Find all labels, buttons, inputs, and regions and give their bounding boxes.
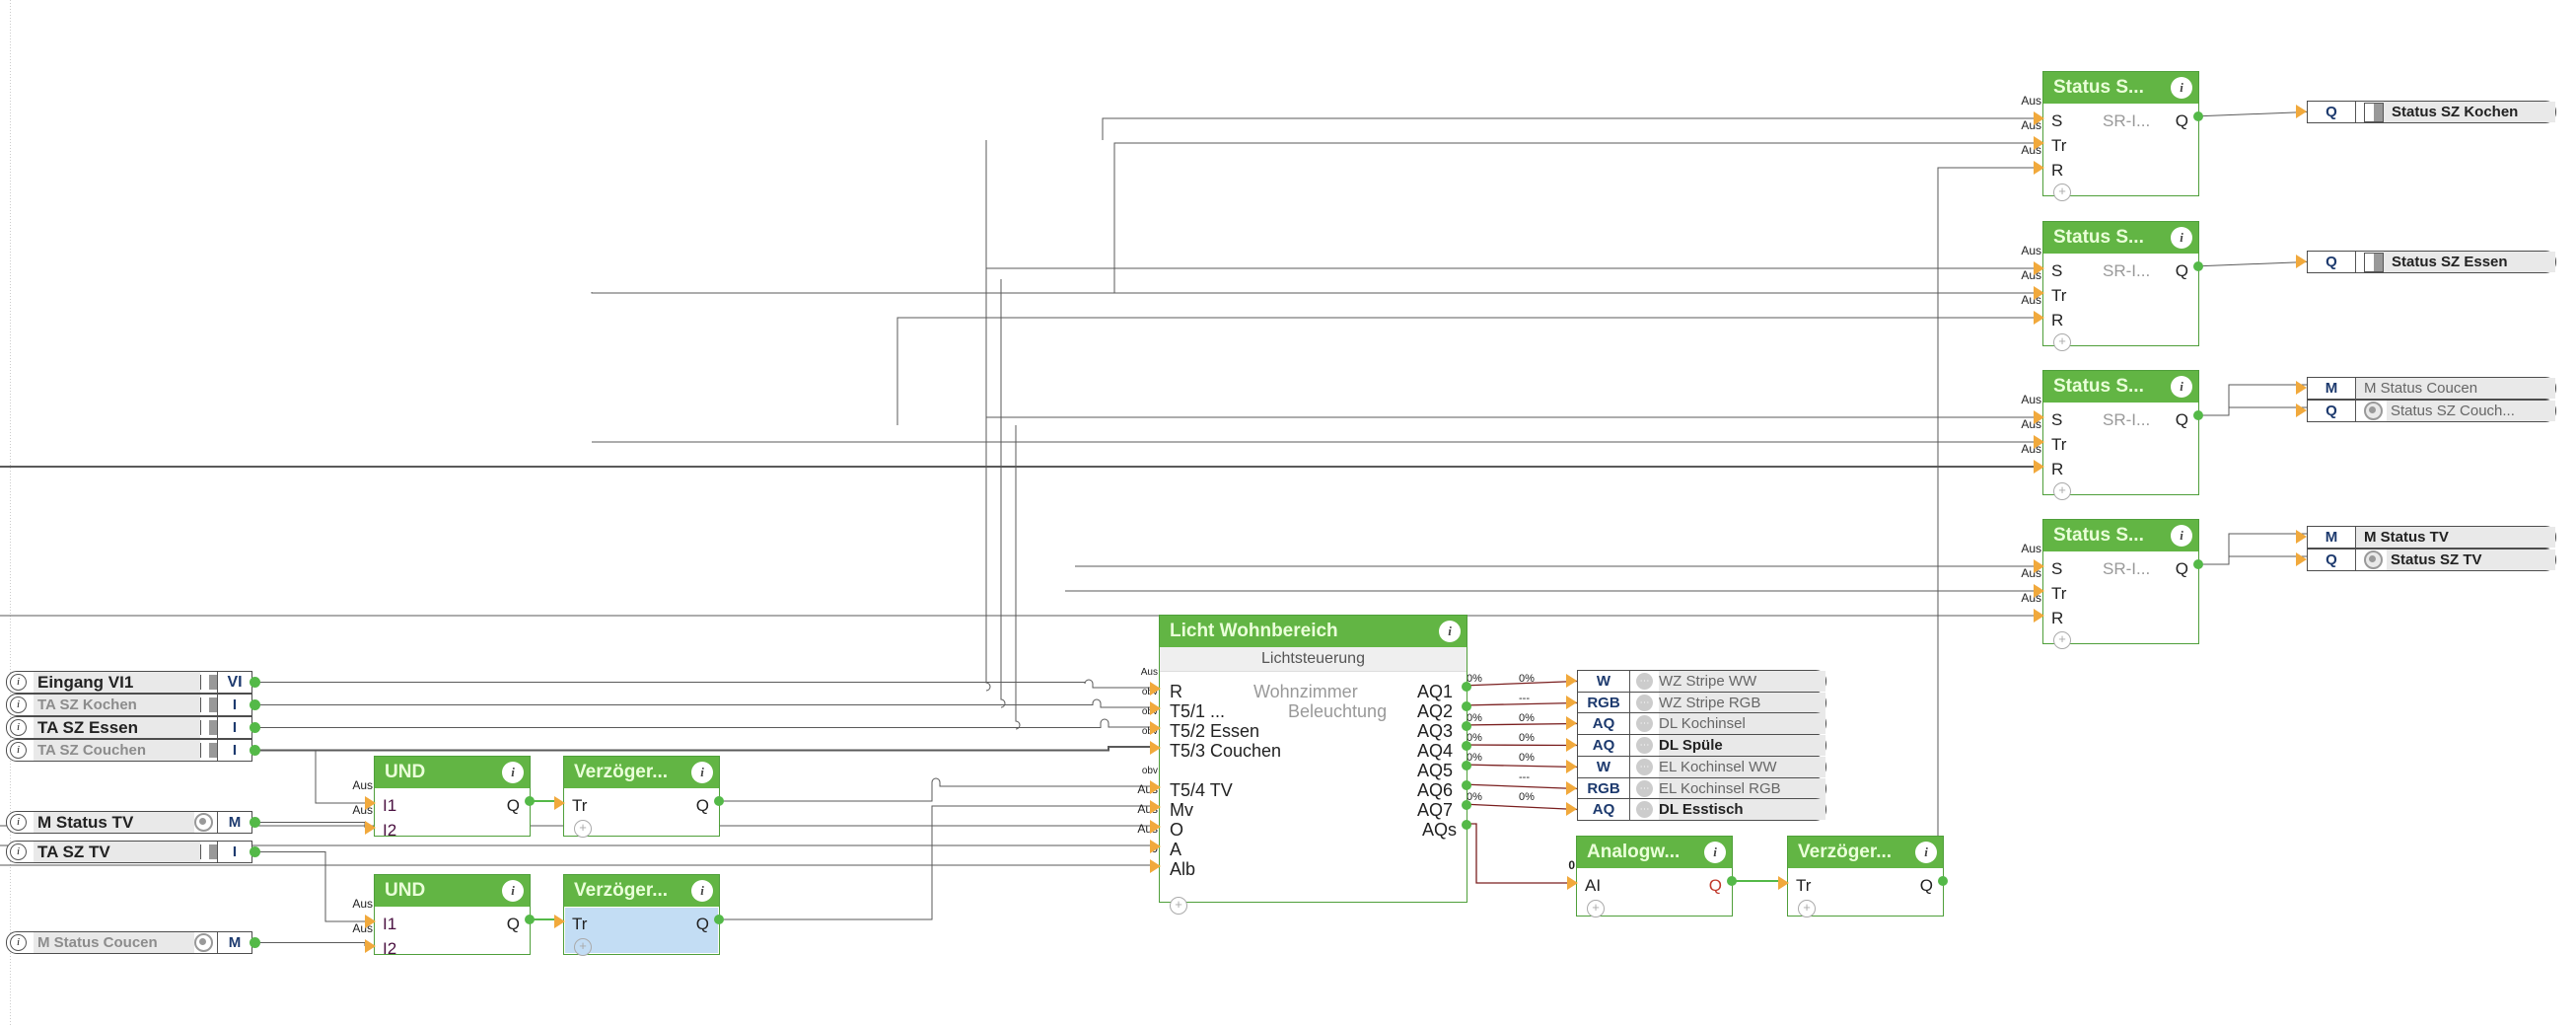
svg-text:0%: 0%	[1519, 752, 1535, 764]
svg-text:---: ---	[1519, 693, 1530, 704]
svg-text:0%: 0%	[1519, 791, 1535, 803]
svg-text:0%: 0%	[1519, 712, 1535, 724]
svg-text:---: ---	[1519, 771, 1530, 783]
svg-text:0%: 0%	[1519, 732, 1535, 744]
svg-text:0%: 0%	[1519, 673, 1535, 685]
